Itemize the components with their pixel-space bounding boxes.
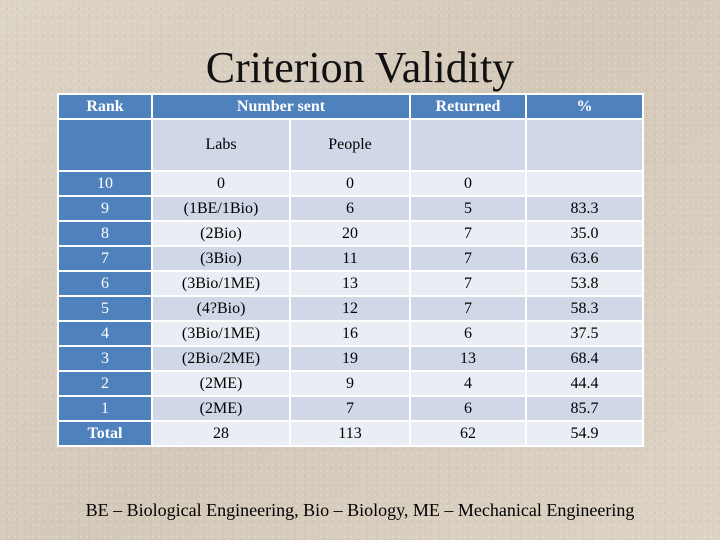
cell-percent: 68.4 — [525, 345, 644, 372]
cell-percent: 83.3 — [525, 195, 644, 222]
cell-rank: 9 — [57, 195, 153, 222]
cell-returned: 4 — [409, 370, 527, 397]
cell-percent: 63.6 — [525, 245, 644, 272]
cell-labs: (1BE/1Bio) — [151, 195, 291, 222]
header-returned: Returned — [409, 93, 527, 120]
cell-returned: 13 — [409, 345, 527, 372]
cell-percent: 44.4 — [525, 370, 644, 397]
cell-rank: 5 — [57, 295, 153, 322]
cell-percent: 85.7 — [525, 395, 644, 422]
cell-total-labs: 28 — [151, 420, 291, 447]
cell-labs: (2Bio) — [151, 220, 291, 247]
cell-people: 9 — [289, 370, 411, 397]
cell-people: 11 — [289, 245, 411, 272]
subheader-percent-blank — [525, 118, 644, 172]
cell-total-label: Total — [57, 420, 153, 447]
table-row: 10 0 0 0 — [57, 170, 644, 197]
table-header-row: Rank Number sent Returned % — [57, 93, 644, 120]
cell-people: 6 — [289, 195, 411, 222]
cell-rank: 8 — [57, 220, 153, 247]
cell-rank: 2 — [57, 370, 153, 397]
table-total-row: Total 28 113 62 54.9 — [57, 420, 644, 447]
cell-labs: (4?Bio) — [151, 295, 291, 322]
table-row: 3 (2Bio/2ME) 19 13 68.4 — [57, 345, 644, 372]
table-row: 9 (1BE/1Bio) 6 5 83.3 — [57, 195, 644, 222]
subheader-people: People — [289, 118, 411, 172]
cell-labs: (2ME) — [151, 370, 291, 397]
table-row: 8 (2Bio) 20 7 35.0 — [57, 220, 644, 247]
cell-rank: 3 — [57, 345, 153, 372]
cell-people: 12 — [289, 295, 411, 322]
cell-rank: 1 — [57, 395, 153, 422]
table-row: 7 (3Bio) 11 7 63.6 — [57, 245, 644, 272]
cell-people: 7 — [289, 395, 411, 422]
cell-rank: 7 — [57, 245, 153, 272]
cell-returned: 5 — [409, 195, 527, 222]
table-row: 4 (3Bio/1ME) 16 6 37.5 — [57, 320, 644, 347]
cell-labs: (2ME) — [151, 395, 291, 422]
subheader-returned-blank — [409, 118, 527, 172]
cell-labs: (3Bio) — [151, 245, 291, 272]
table-row: 2 (2ME) 9 4 44.4 — [57, 370, 644, 397]
cell-returned: 7 — [409, 270, 527, 297]
cell-people: 13 — [289, 270, 411, 297]
cell-percent: 37.5 — [525, 320, 644, 347]
cell-rank: 6 — [57, 270, 153, 297]
cell-total-returned: 62 — [409, 420, 527, 447]
header-rank: Rank — [57, 93, 153, 120]
table-row: 6 (3Bio/1ME) 13 7 53.8 — [57, 270, 644, 297]
cell-percent — [525, 170, 644, 197]
validity-table: Rank Number sent Returned % Labs People … — [57, 93, 644, 447]
cell-returned: 7 — [409, 220, 527, 247]
cell-people: 20 — [289, 220, 411, 247]
cell-total-percent: 54.9 — [525, 420, 644, 447]
cell-labs: (3Bio/1ME) — [151, 270, 291, 297]
cell-percent: 58.3 — [525, 295, 644, 322]
table-row: 5 (4?Bio) 12 7 58.3 — [57, 295, 644, 322]
cell-returned: 0 — [409, 170, 527, 197]
cell-returned: 6 — [409, 395, 527, 422]
cell-labs: 0 — [151, 170, 291, 197]
cell-returned: 7 — [409, 295, 527, 322]
cell-total-people: 113 — [289, 420, 411, 447]
header-number-sent: Number sent — [151, 93, 411, 120]
cell-rank: 4 — [57, 320, 153, 347]
cell-people: 16 — [289, 320, 411, 347]
page-title: Criterion Validity — [205, 43, 515, 92]
cell-labs: (3Bio/1ME) — [151, 320, 291, 347]
cell-returned: 7 — [409, 245, 527, 272]
footnote: BE – Biological Engineering, Bio – Biolo… — [85, 500, 635, 520]
table-row: 1 (2ME) 7 6 85.7 — [57, 395, 644, 422]
table-subheader-row: Labs People — [57, 118, 644, 172]
cell-percent: 53.8 — [525, 270, 644, 297]
cell-people: 19 — [289, 345, 411, 372]
subheader-labs: Labs — [151, 118, 291, 172]
subheader-rank-blank — [57, 118, 153, 172]
cell-people: 0 — [289, 170, 411, 197]
cell-percent: 35.0 — [525, 220, 644, 247]
header-percent: % — [525, 93, 644, 120]
cell-returned: 6 — [409, 320, 527, 347]
cell-labs: (2Bio/2ME) — [151, 345, 291, 372]
cell-rank: 10 — [57, 170, 153, 197]
